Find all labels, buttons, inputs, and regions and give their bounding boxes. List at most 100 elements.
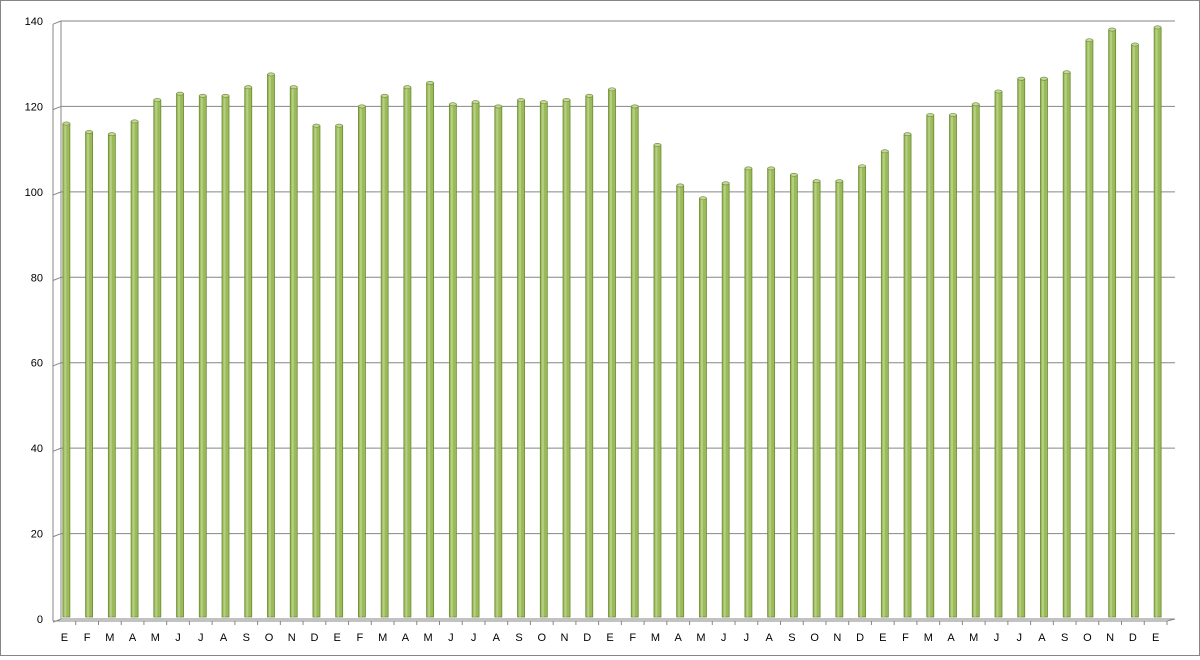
bar xyxy=(1130,42,1139,618)
bar-top xyxy=(426,81,434,85)
bar xyxy=(198,93,207,618)
bar xyxy=(107,132,116,618)
bar xyxy=(289,85,298,618)
bar-highlight xyxy=(814,182,817,617)
bar-highlight xyxy=(132,122,135,617)
bar-top xyxy=(721,181,730,186)
bar xyxy=(1017,76,1026,618)
bar-highlight xyxy=(1019,79,1022,617)
x-tick-label: O xyxy=(1083,632,1092,644)
x-tick-label: S xyxy=(243,632,250,644)
bar-top xyxy=(108,132,116,137)
bar xyxy=(699,196,707,618)
bar-top xyxy=(699,196,707,201)
bar-top xyxy=(812,179,821,184)
bar-top xyxy=(971,102,980,107)
x-tick-label: F xyxy=(357,632,364,644)
bar-highlight xyxy=(1087,41,1090,617)
y-tick-label: 120 xyxy=(25,101,43,113)
bar xyxy=(630,104,639,618)
bar xyxy=(176,91,184,618)
x-tick-label: N xyxy=(833,632,841,644)
bar-top xyxy=(449,102,457,107)
bar-highlight xyxy=(973,105,976,618)
bar xyxy=(1153,25,1162,618)
bar-top xyxy=(630,104,639,109)
x-tick-label: M xyxy=(924,632,933,644)
bar-highlight xyxy=(1041,79,1044,617)
axes xyxy=(52,21,1176,625)
bar-highlight xyxy=(1110,30,1113,618)
bar-highlight xyxy=(791,175,794,617)
bar-highlight xyxy=(1064,73,1067,617)
bar-top xyxy=(1040,76,1048,81)
x-tick-label: E xyxy=(879,632,886,644)
bar-top xyxy=(676,183,685,188)
y-tick-label: 20 xyxy=(31,529,43,541)
bar-top xyxy=(221,93,230,98)
x-tick-label: E xyxy=(61,632,68,644)
bar-highlight xyxy=(700,199,703,617)
bar-highlight xyxy=(1132,45,1135,617)
x-tick-label: A xyxy=(947,632,955,644)
bar-top xyxy=(585,93,594,98)
bars xyxy=(62,25,1162,618)
x-tick-label: A xyxy=(220,632,228,644)
bar-top xyxy=(1085,38,1094,43)
bar-highlight xyxy=(473,103,476,617)
bar xyxy=(926,113,935,618)
bar-highlight xyxy=(64,124,67,617)
bar-top xyxy=(767,166,775,171)
gridline-skew xyxy=(52,362,62,367)
bar-top xyxy=(744,166,753,171)
x-tick-label: E xyxy=(334,632,341,644)
bar xyxy=(858,164,866,618)
bar xyxy=(949,113,957,618)
bar-highlight xyxy=(951,115,954,617)
bar-highlight xyxy=(109,135,112,617)
bar-top xyxy=(62,121,71,126)
bar xyxy=(676,183,685,618)
bar xyxy=(471,100,480,618)
x-tick-label: D xyxy=(583,632,591,644)
bar-top xyxy=(471,100,480,105)
bar-top xyxy=(403,85,412,90)
x-tick-label: A xyxy=(493,632,501,644)
x-tick-label: S xyxy=(1061,632,1068,644)
x-tick-label: N xyxy=(1106,632,1114,644)
bar xyxy=(880,149,889,618)
gridline-skew xyxy=(52,533,62,538)
x-tick-label: A xyxy=(402,632,410,644)
bar-highlight xyxy=(519,101,522,618)
x-tick-label: J xyxy=(448,632,454,644)
x-tick-label: F xyxy=(84,632,91,644)
y-tick-label: 0 xyxy=(37,614,43,626)
x-tick-label: J xyxy=(198,632,204,644)
y-tick-label: 40 xyxy=(31,443,43,455)
bar xyxy=(767,166,776,618)
x-tick-label: M xyxy=(969,632,978,644)
x-tick-label: D xyxy=(1129,632,1137,644)
bar xyxy=(380,93,389,618)
bar-highlight xyxy=(246,88,249,617)
x-tick-label: J xyxy=(994,632,1000,644)
bar-highlight xyxy=(223,96,226,617)
bar-top xyxy=(244,85,253,90)
bar-top xyxy=(176,91,184,96)
x-tick-label: S xyxy=(515,632,522,644)
bar-top xyxy=(312,123,321,128)
x-tick-label: D xyxy=(856,632,864,644)
x-tick-label: M xyxy=(151,632,160,644)
bar xyxy=(994,89,1003,618)
bar xyxy=(1062,70,1071,618)
x-tick-label: M xyxy=(105,632,114,644)
x-tick-label: O xyxy=(538,632,547,644)
bar-highlight xyxy=(564,101,567,618)
bar-top xyxy=(153,98,162,102)
bar-highlight xyxy=(314,126,317,618)
bar xyxy=(517,98,525,618)
bar xyxy=(403,85,412,618)
bar-top xyxy=(790,172,798,177)
